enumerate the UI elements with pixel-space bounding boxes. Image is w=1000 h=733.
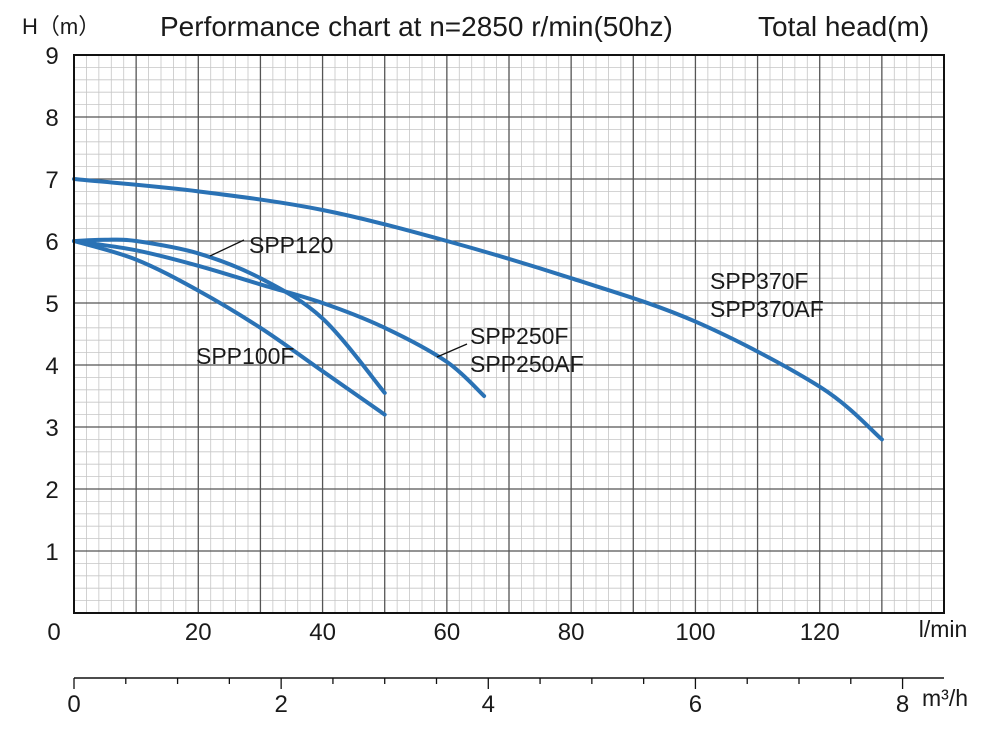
x-tick-label: 100 <box>675 619 715 646</box>
curve-spp100f <box>72 239 387 417</box>
y-tick-label: 4 <box>45 353 58 380</box>
secondary-x-tick-label: 4 <box>482 691 495 718</box>
curve-spp120 <box>72 237 387 395</box>
y-tick-label: 6 <box>45 229 58 256</box>
plot-frame <box>73 54 945 614</box>
x-tick-labels: 20 40 60 80 100 120 <box>185 619 840 646</box>
x-tick-label: 40 <box>309 619 336 646</box>
curve-label: SPP250AF <box>470 351 584 377</box>
secondary-x-tick-label: 8 <box>896 691 909 718</box>
secondary-x-tick-label: 6 <box>689 691 702 718</box>
chart-subtitle: Total head(m) <box>758 11 929 42</box>
secondary-x-axis: 0 2 4 6 8 <box>67 677 944 718</box>
curve-spp370f <box>72 177 884 442</box>
curve-label: SPP120 <box>249 232 333 258</box>
curve-label: SPP250F <box>470 323 568 349</box>
y-tick-label: 7 <box>45 167 58 194</box>
leader-line-spp120 <box>209 239 245 257</box>
major-grid <box>73 54 945 614</box>
y-tick-label: 3 <box>45 415 58 442</box>
secondary-x-axis-label: m³/h <box>922 685 968 711</box>
y-tick-label: 8 <box>45 105 58 132</box>
secondary-x-tick-label: 2 <box>274 691 287 718</box>
curve-label: SPP370AF <box>710 296 824 322</box>
y-tick-label: 5 <box>45 291 58 318</box>
x-tick-label: 20 <box>185 619 212 646</box>
y-tick-labels: 1 2 3 4 5 6 7 8 9 <box>45 43 58 566</box>
y-tick-label: 1 <box>45 539 58 566</box>
x-tick-label: 80 <box>558 619 585 646</box>
x-zero-label: 0 <box>47 619 60 646</box>
y-axis-label: H（m） <box>22 14 100 39</box>
leader-line-spp250f <box>436 343 468 358</box>
curve-label: SPP370F <box>710 268 808 294</box>
y-tick-label: 9 <box>45 43 58 70</box>
chart-title: Performance chart at n=2850 r/min(50hz) <box>160 11 673 42</box>
x-axis-label: l/min <box>919 616 968 642</box>
x-tick-label: 60 <box>434 619 461 646</box>
secondary-x-tick-label: 0 <box>67 691 80 718</box>
curve-label: SPP100F <box>196 343 294 369</box>
y-tick-label: 2 <box>45 477 58 504</box>
x-tick-label: 120 <box>800 619 840 646</box>
